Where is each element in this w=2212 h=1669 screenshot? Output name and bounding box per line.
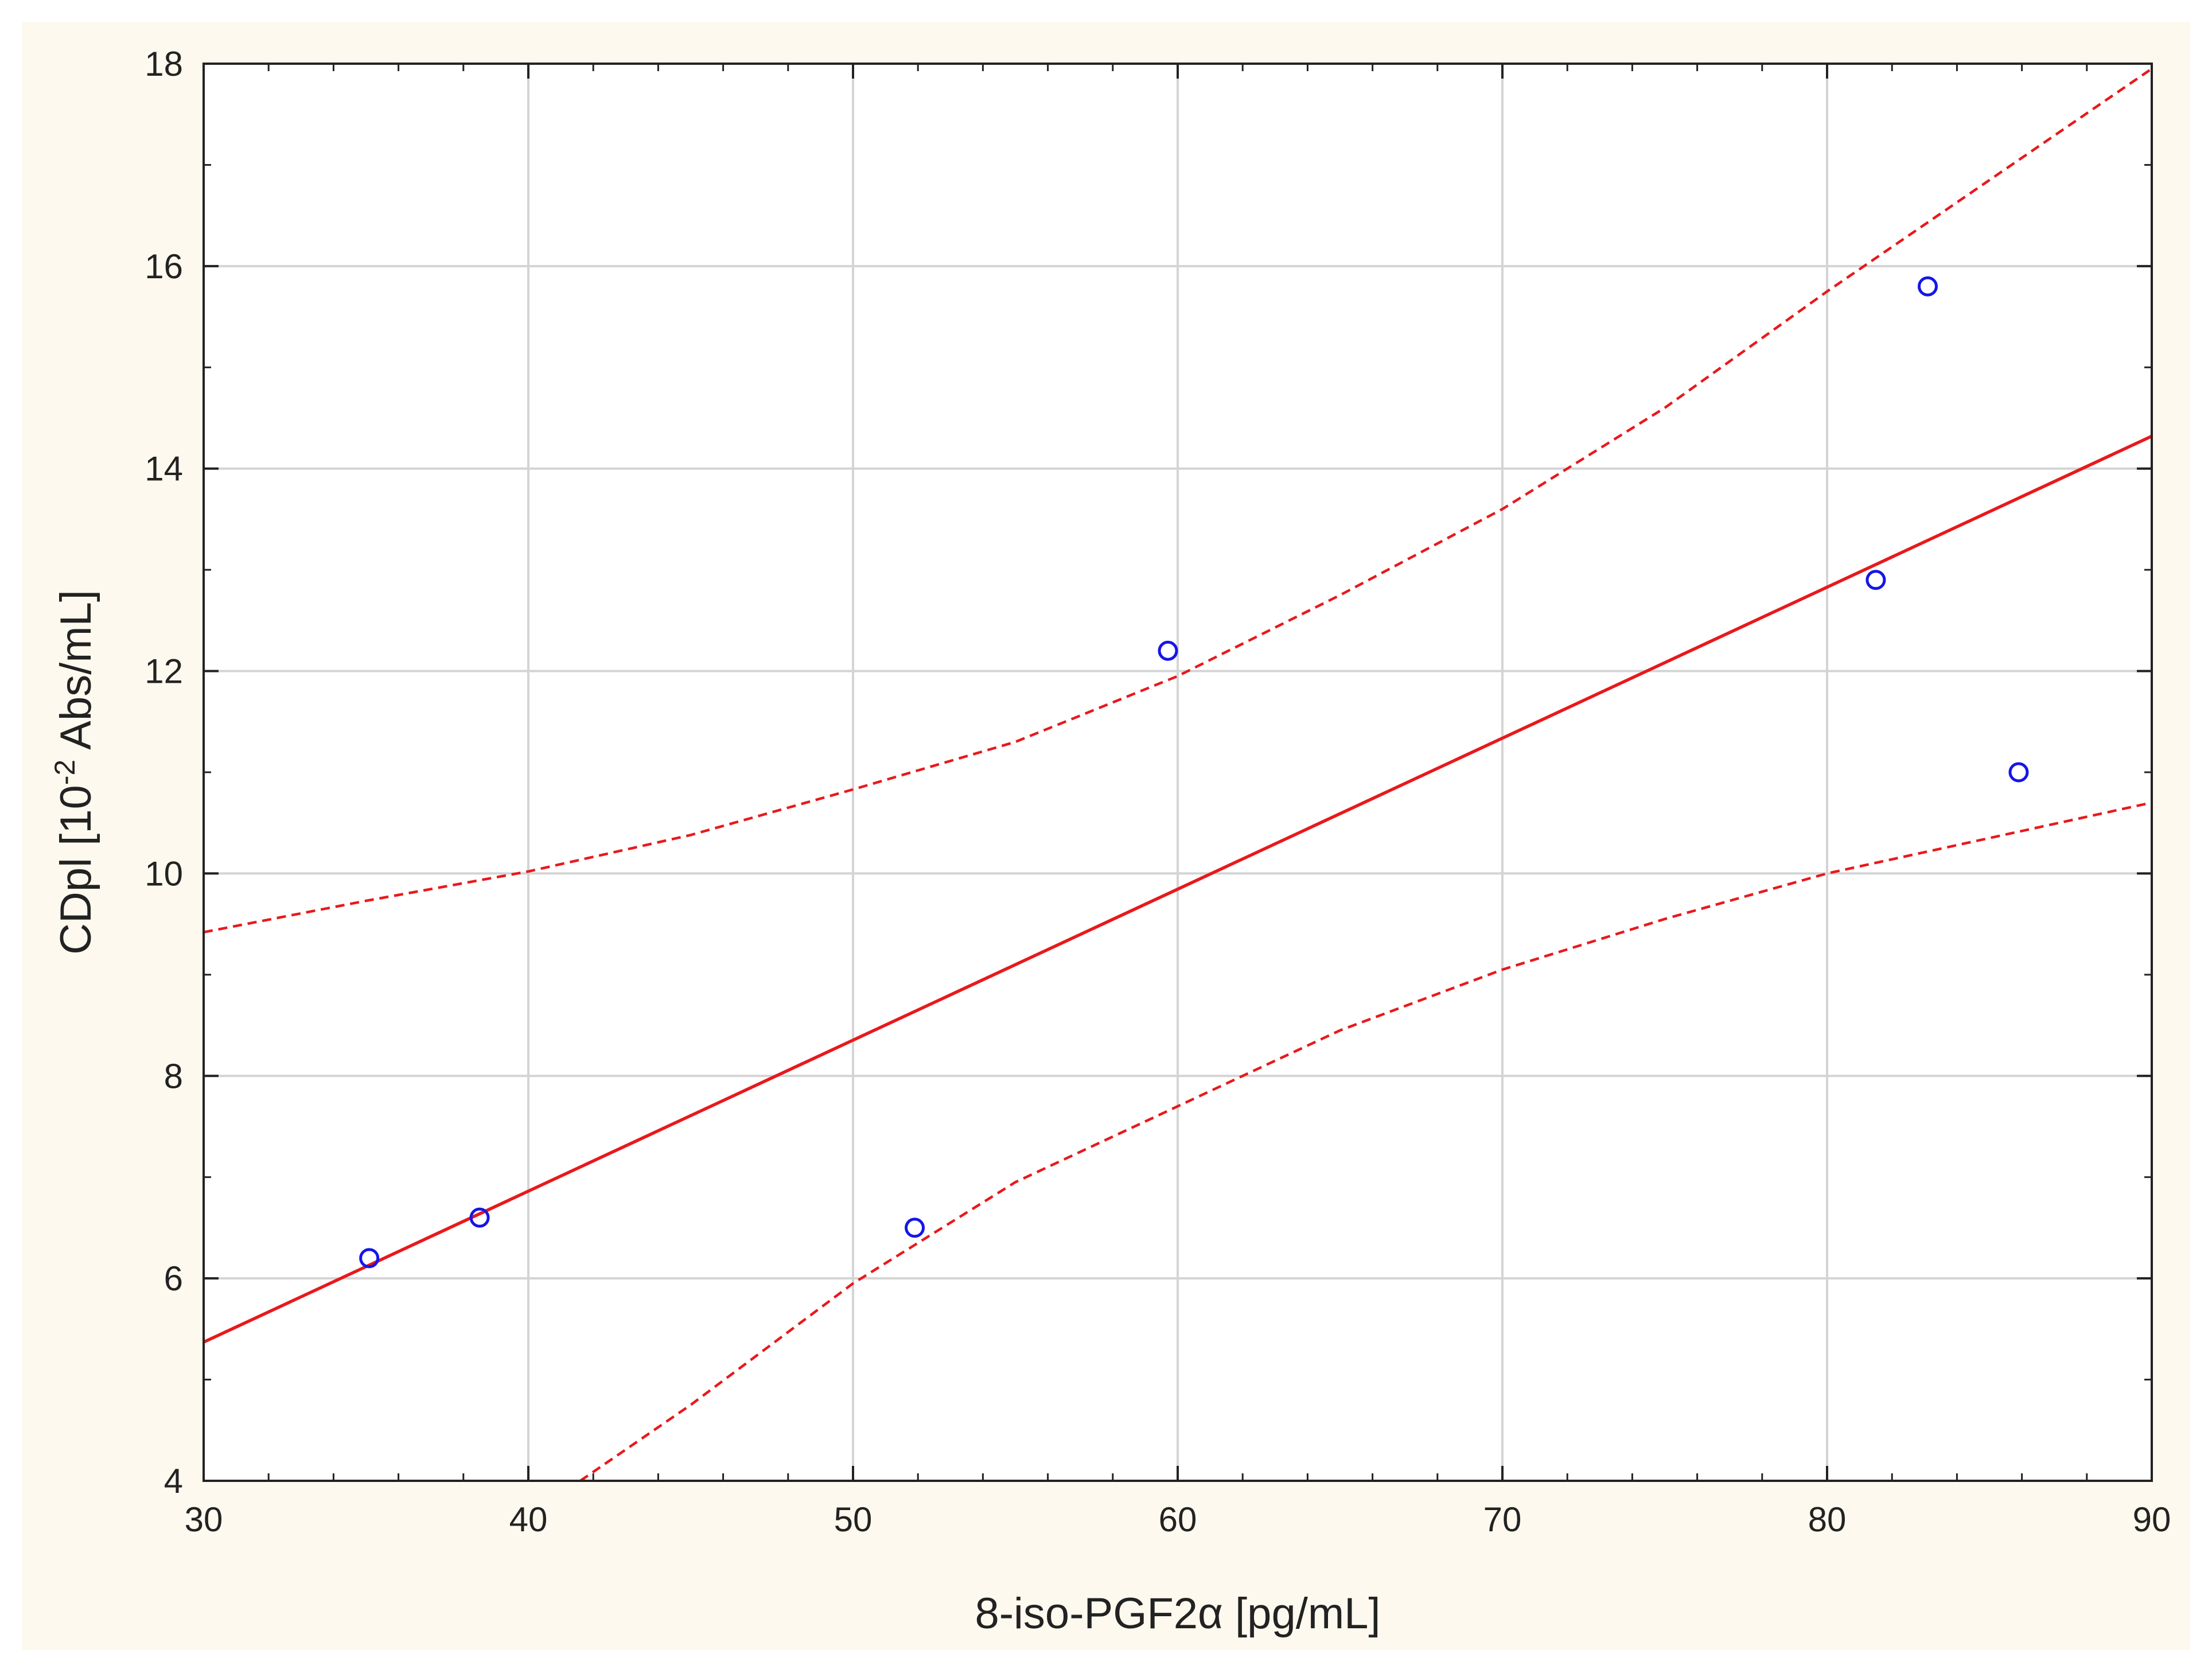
- y-tick-label: 8: [164, 1057, 183, 1095]
- x-tick-label: 80: [1808, 1500, 1847, 1539]
- axis-ticks: [202, 63, 2153, 1482]
- y-axis-title-prefix: CDpl [10: [52, 785, 100, 955]
- data-point: [1866, 570, 1886, 590]
- upper-confidence-band: [203, 67, 2153, 934]
- y-tick-label: 18: [145, 45, 183, 83]
- data-point: [359, 1248, 380, 1269]
- x-tick-label: 70: [1483, 1500, 1522, 1539]
- y-axis-title: CDpl [10-2 Abs/mL]: [49, 590, 100, 955]
- y-tick-label: 6: [164, 1259, 183, 1298]
- y-tick-labels: 4 6 8 10 12 14 16 18: [145, 45, 183, 1500]
- data-point: [1158, 640, 1178, 661]
- confidence-bands: [203, 67, 2153, 1482]
- y-tick-label: 12: [145, 652, 183, 691]
- x-tick-label: 50: [834, 1500, 873, 1539]
- x-tick-labels: 30 40 50 60 70 80 90: [185, 1500, 2171, 1539]
- x-tick-label: 60: [1159, 1500, 1197, 1539]
- data-point: [2008, 762, 2029, 783]
- y-axis-title-superscript: -2: [49, 760, 81, 785]
- regression-line: [202, 434, 2153, 1344]
- x-tick-label: 40: [509, 1500, 548, 1539]
- y-axis-title-suffix: Abs/mL]: [52, 590, 100, 760]
- grid: [204, 64, 2152, 1481]
- x-tick-label: 30: [185, 1500, 223, 1539]
- y-tick-label: 16: [145, 247, 183, 286]
- data-point: [1917, 276, 1938, 297]
- lower-confidence-band: [579, 801, 2152, 1482]
- y-tick-label: 10: [145, 854, 183, 893]
- data-point: [469, 1207, 490, 1228]
- regression-line-group: [202, 434, 2153, 1344]
- data-points: [359, 276, 2029, 1269]
- y-tick-label: 4: [164, 1462, 183, 1500]
- x-tick-label: 90: [2133, 1500, 2171, 1539]
- x-axis-title: 8-iso-PGF2α [pg/mL]: [975, 1589, 1380, 1638]
- data-point: [905, 1217, 925, 1238]
- y-tick-label: 14: [145, 450, 183, 488]
